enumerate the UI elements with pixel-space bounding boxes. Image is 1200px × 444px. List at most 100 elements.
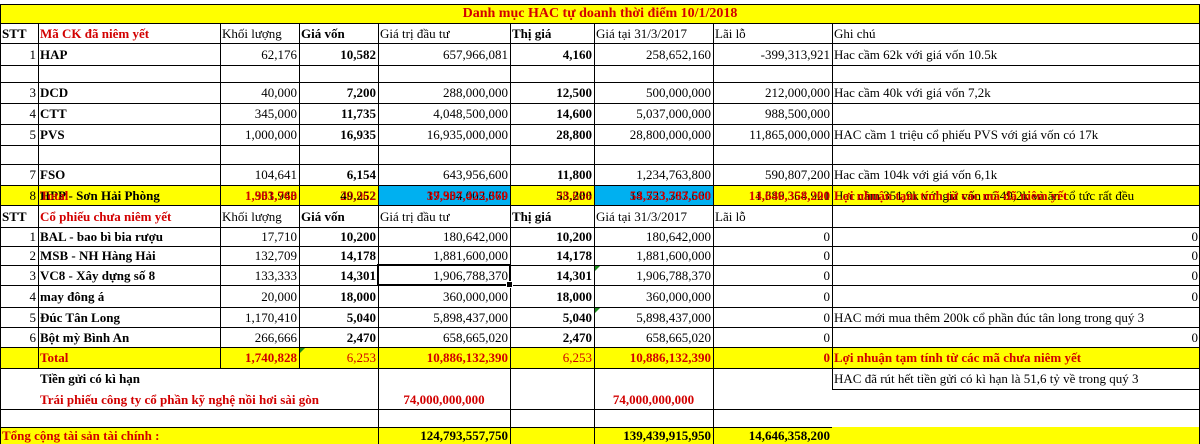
bond-label[interactable]: Trái phiếu công ty cổ phần kỹ nghệ nồi h… (40, 391, 319, 407)
row-pnl[interactable]: 0 (823, 309, 831, 325)
row-qty[interactable]: 345,000 (254, 106, 297, 121)
row-code[interactable]: BAL - bao bì bia rượu (40, 229, 164, 244)
row-code[interactable] (38, 145, 220, 164)
row-invest[interactable]: 16,935,000,000 (426, 127, 508, 142)
row-stt[interactable]: 6 (29, 329, 37, 345)
row-note[interactable]: Hac cầm 62k với giá vốn 10.5k (834, 46, 998, 62)
row-invest[interactable] (378, 65, 510, 82)
row-note[interactable]: Hac cầm 351,9k với giá vốn có 49,2k và ă… (834, 187, 1135, 203)
row-invest[interactable]: 5,898,437,000 (433, 309, 508, 325)
total-unlisted-market[interactable]: 6,253 (562, 350, 592, 365)
row-invest[interactable]: 180,642,000 (443, 229, 508, 244)
row-invest[interactable]: 288,000,000 (443, 85, 508, 100)
total-listed-note[interactable]: Lợi nhuận tạm tính từ các mã đã niêm yết (834, 187, 1068, 203)
row-cost[interactable]: 10,200 (340, 229, 376, 244)
row-qty[interactable]: 351,943 (254, 187, 297, 203)
row-market[interactable]: 14,301 (556, 267, 592, 283)
row-stt[interactable]: 4 (29, 288, 37, 304)
row-pnl[interactable]: 988,500,000 (765, 106, 830, 121)
row-pnl[interactable]: 590,807,200 (765, 167, 830, 182)
row-code[interactable]: DCD (40, 85, 69, 100)
row-stt[interactable]: 3 (29, 85, 37, 100)
row-qty[interactable]: 1,000,000 (245, 127, 297, 142)
total-listed-invest[interactable]: 39,907,425,360 (426, 187, 508, 203)
row-value[interactable]: 1,906,788,370 (636, 267, 711, 283)
row-cost[interactable]: 18,000 (340, 288, 376, 304)
row-note[interactable] (832, 65, 1200, 82)
row-code[interactable]: may đông á (40, 288, 105, 304)
total-listed-label[interactable]: Total (40, 187, 69, 203)
total-listed-cost[interactable]: 20,962 (340, 187, 376, 203)
grand-total-pnl[interactable]: 14,646,358,200 (748, 428, 830, 443)
row-qty[interactable]: 132,709 (254, 248, 297, 263)
row-value[interactable]: 18,723,367,600 (629, 187, 711, 203)
row-invest[interactable]: 360,000,000 (443, 288, 508, 304)
row-qty[interactable]: 1,170,410 (245, 309, 297, 325)
row-value[interactable]: 258,652,160 (646, 46, 711, 62)
row-note[interactable]: 0 (1191, 229, 1199, 244)
row-stt[interactable]: 1 (29, 229, 37, 244)
row-cost[interactable] (299, 65, 378, 82)
bond-value[interactable]: 74,000,000,000 (612, 391, 695, 407)
row-stt[interactable]: 5 (29, 309, 37, 325)
row-pnl[interactable]: 1,389,364,921 (755, 187, 830, 203)
row-note[interactable]: 0 (1191, 288, 1199, 304)
row-stt[interactable]: 5 (29, 127, 37, 142)
deposit-label[interactable]: Tiền gửi có kì hạn (40, 371, 141, 386)
row-note[interactable]: HAC cầm 1 triệu cổ phiếu PVS với giá vốn… (834, 127, 1099, 142)
total-unlisted-cost[interactable]: 6,253 (346, 350, 376, 365)
row-market[interactable]: 5,040 (562, 309, 592, 325)
row-invest[interactable]: 657,966,081 (443, 46, 508, 62)
total-unlisted-note[interactable]: Lợi nhuận tạm tính từ các mã chưa niêm y… (834, 350, 1082, 365)
row-value[interactable]: 1,881,600,000 (636, 248, 711, 263)
row-code[interactable]: HAP (40, 46, 68, 62)
total-unlisted-pnl[interactable]: 0 (823, 350, 831, 365)
row-market[interactable]: 14,600 (556, 106, 592, 121)
row-cost[interactable]: 14,178 (340, 248, 376, 263)
total-unlisted-invest[interactable]: 10,886,132,390 (426, 350, 508, 365)
total-unlisted-label[interactable]: Total (40, 350, 69, 365)
row-qty[interactable]: 17,710 (261, 229, 297, 244)
row-market[interactable]: 4,160 (562, 46, 592, 62)
grand-total-label[interactable]: Tổng cộng tài sản tài chính : (2, 428, 160, 443)
row-code[interactable] (38, 65, 220, 82)
row-cost[interactable] (299, 145, 378, 164)
row-pnl[interactable]: 0 (823, 329, 831, 345)
row-invest[interactable]: 1,906,788,370 (433, 267, 508, 283)
total-listed-value[interactable]: 54,553,783,560 (629, 187, 711, 203)
grand-total-invest[interactable]: 124,793,557,750 (420, 428, 508, 443)
row-market[interactable]: 11,800 (556, 167, 592, 182)
row-value[interactable]: 360,000,000 (646, 288, 711, 304)
row-invest[interactable]: 658,665,020 (443, 329, 508, 345)
row-market[interactable]: 14,178 (556, 248, 592, 263)
row-note[interactable]: 0 (1191, 267, 1199, 283)
row-code[interactable]: MSB - NH Hàng Hải (40, 248, 156, 263)
total-listed-market[interactable]: 28,656 (556, 187, 592, 203)
row-cost[interactable]: 10,582 (340, 46, 376, 62)
row-pnl[interactable] (713, 65, 832, 82)
row-code[interactable]: PVS (40, 127, 65, 142)
row-value[interactable]: 658,665,020 (646, 329, 711, 345)
row-value[interactable] (594, 145, 713, 164)
row-qty[interactable]: 133,333 (254, 267, 297, 283)
row-pnl[interactable]: 11,865,000,000 (749, 127, 830, 142)
row-cost[interactable]: 49,252 (340, 187, 376, 203)
row-note[interactable]: 0 (1191, 329, 1199, 345)
row-qty[interactable]: 266,666 (254, 329, 297, 345)
row-stt[interactable] (0, 145, 38, 164)
row-code[interactable]: Bột mỳ Bình An (40, 329, 130, 345)
row-value[interactable]: 5,898,437,000 (636, 309, 711, 325)
row-pnl[interactable]: 212,000,000 (765, 85, 830, 100)
row-invest[interactable]: 1,881,600,000 (433, 248, 508, 263)
row-stt[interactable]: 4 (29, 106, 37, 121)
row-cost[interactable]: 11,735 (340, 106, 376, 121)
row-value[interactable]: 28,800,000,000 (629, 127, 711, 142)
row-code[interactable]: FSO (40, 167, 66, 182)
row-pnl[interactable] (713, 145, 832, 164)
row-invest[interactable]: 643,956,600 (443, 167, 508, 182)
row-code[interactable]: VC8 - Xây dựng số 8 (40, 267, 156, 283)
row-note[interactable]: HAC mới mua thêm 200k cổ phần đúc tân lo… (834, 309, 1145, 325)
row-market[interactable]: 53,200 (556, 187, 592, 203)
row-qty[interactable] (220, 145, 299, 164)
row-pnl[interactable]: -399,313,921 (760, 46, 830, 62)
